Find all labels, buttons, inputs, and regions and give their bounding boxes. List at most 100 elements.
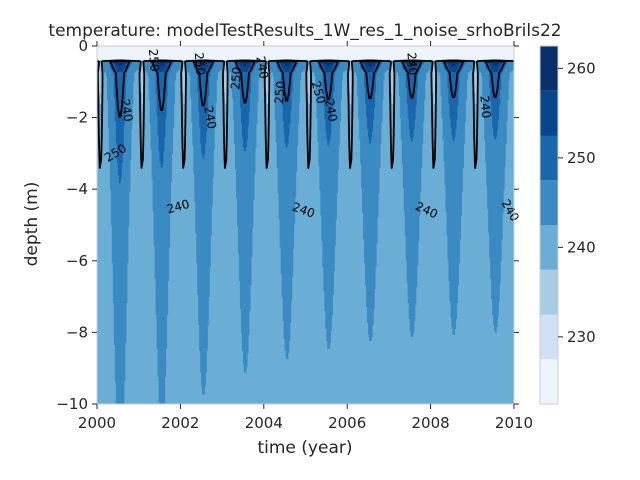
contour-fill-cell [225, 91, 227, 95]
contour-fill-cell [364, 85, 377, 89]
contour-fill-cell [499, 61, 503, 65]
contour-fill-cell [364, 244, 377, 248]
contour-fill-cell [113, 324, 127, 328]
contour-fill-cell [148, 81, 157, 85]
contour-fill-cell [366, 107, 375, 111]
contour-fill-cell [483, 113, 492, 117]
contour-fill-cell [353, 65, 361, 69]
contour-fill-cell [233, 97, 241, 101]
contour-fill-cell [147, 73, 157, 77]
contour-fill-cell [359, 123, 368, 127]
contour-fill-cell [114, 372, 126, 375]
contour-fill-cell [357, 91, 366, 95]
contour-fill-cell [290, 111, 300, 115]
contour-fill-cell [197, 266, 210, 270]
contour-fill-cell [374, 113, 383, 117]
contour-fill-cell [400, 129, 411, 133]
contour-fill-cell [196, 256, 211, 260]
contour-fill-cell [320, 193, 337, 196]
contour-fill-cell [333, 105, 341, 109]
contour-fill-cell [459, 79, 467, 83]
contour-fill-cell [157, 360, 167, 363]
contour-fill-cell [324, 304, 333, 308]
contour-fill-cell [482, 87, 491, 91]
contour-fill-cell [159, 63, 165, 67]
contour-fill-cell [199, 324, 208, 328]
contour-fill-cell [238, 268, 252, 272]
contour-fill-cell [196, 240, 211, 244]
contour-fill-cell [241, 338, 249, 341]
contour-fill-cell [440, 93, 450, 97]
contour-fill-cell [150, 131, 159, 135]
contour-fill-cell [277, 173, 297, 176]
contour-fill-cell [317, 139, 328, 143]
contour-fill-cell [233, 99, 241, 103]
contour-fill-cell [368, 324, 373, 328]
contour-fill-cell [197, 288, 210, 292]
contour-fill-cell [492, 304, 499, 308]
contour-fill-cell [156, 344, 168, 347]
contour-fill-cell [282, 61, 292, 65]
contour-fill-cell [487, 197, 504, 200]
contour-fill-cell [283, 123, 291, 127]
contour-fill-cell [284, 141, 290, 145]
contour-fill-cell [280, 270, 294, 274]
contour-fill-cell [502, 71, 510, 75]
contour-fill-cell [183, 59, 185, 63]
contour-fill-cell [407, 300, 417, 304]
contour-fill-cell [165, 125, 175, 129]
contour-fill-cell [408, 125, 416, 129]
contour-fill-cell [420, 67, 432, 71]
contour-fill-cell [489, 63, 494, 67]
contour-fill-cell [127, 69, 137, 73]
contour-fill-cell [155, 71, 170, 75]
contour-fill-cell [128, 67, 140, 71]
contour-fill-cell [455, 131, 465, 135]
contour-fill-cell [449, 296, 458, 300]
contour-fill-cell [112, 266, 128, 270]
contour-fill-cell [433, 59, 436, 63]
contour-fill-cell [199, 330, 208, 333]
contour-fill-cell [486, 175, 505, 178]
contour-fill-cell [320, 201, 337, 204]
contour-fill-cell [240, 314, 250, 318]
contour-fill-cell [402, 173, 422, 176]
contour-fill-cell [400, 121, 410, 125]
contour-fill-cell [414, 121, 424, 125]
contour-fill-cell [152, 205, 172, 208]
contour-fill-cell [197, 79, 210, 83]
contour-fill-cell [414, 119, 425, 123]
contour-fill-cell [99, 95, 102, 99]
contour-fill-cell [416, 99, 425, 103]
contour-fill-cell [324, 308, 333, 312]
contour-fill-cell [239, 103, 251, 107]
contour-fill-cell [240, 322, 250, 326]
contour-fill-cell [308, 61, 311, 65]
contour-fill-cell [315, 87, 324, 91]
contour-fill-cell [330, 133, 340, 137]
contour-fill-cell [489, 252, 502, 256]
contour-fill-cell [199, 346, 208, 349]
contour-fill-cell [157, 354, 167, 357]
contour-fill-cell [349, 83, 352, 87]
contour-fill-cell [197, 274, 210, 278]
contour-fill-cell [405, 236, 420, 240]
contour-fill-cell [487, 199, 504, 202]
contour-fill-cell [242, 356, 248, 359]
contour-fill-cell [283, 326, 291, 330]
colorbar-segment [540, 46, 558, 91]
contour-fill-cell [325, 127, 332, 131]
contour-fill-cell [408, 69, 416, 73]
contour-fill-cell [450, 69, 458, 73]
contour-fill-cell [151, 177, 173, 180]
contour-fill-cell [486, 167, 505, 170]
contour-fill-cell [414, 123, 424, 127]
contour-fill-cell [232, 91, 241, 95]
contour-fill-cell [282, 304, 292, 308]
contour-fill-cell [239, 288, 251, 292]
contour-fill-cell [242, 354, 248, 357]
contour-fill-cell [308, 91, 311, 95]
contour-fill-cell [457, 111, 466, 115]
contour-fill-cell [441, 95, 450, 99]
contour-fill-cell [445, 189, 463, 192]
